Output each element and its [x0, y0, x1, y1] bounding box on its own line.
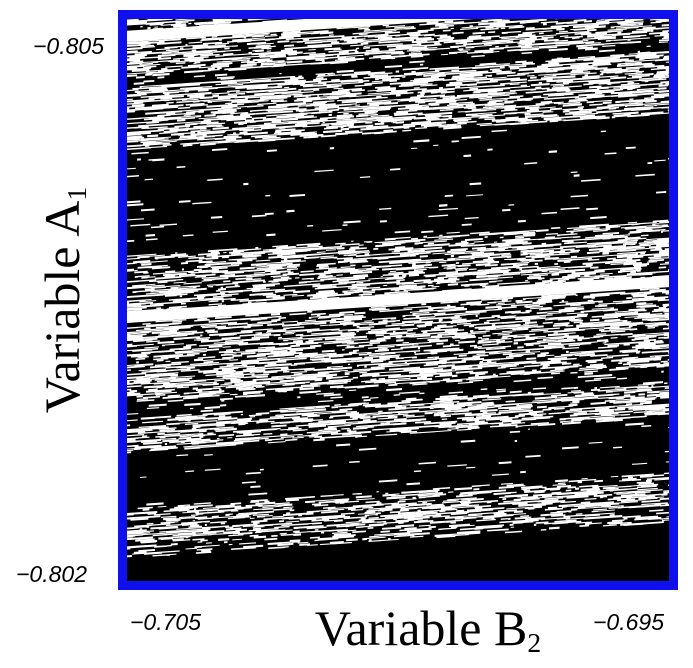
band-speckle — [127, 287, 669, 402]
band-speckle — [127, 471, 669, 521]
x-tick-label: −0.705 — [130, 609, 201, 635]
y-tick-label: −0.805 — [33, 33, 104, 59]
band-speckle — [127, 383, 669, 454]
y-tick-label: −0.802 — [16, 561, 87, 587]
y-axis-label-text: Variable A — [34, 200, 90, 414]
band — [133, 41, 668, 85]
band — [127, 275, 669, 324]
band-layer — [127, 19, 669, 558]
band-speckle — [127, 19, 669, 77]
band-speckle — [127, 50, 669, 151]
x-axis-label-subscript: 2 — [527, 626, 542, 658]
y-axis-label-subscript: 1 — [60, 186, 92, 201]
band — [127, 19, 475, 43]
plot-area — [118, 10, 678, 590]
band — [127, 50, 669, 151]
basin-map — [127, 19, 669, 581]
band — [127, 487, 669, 541]
band — [127, 19, 669, 77]
x-axis-label: Variable B2 — [315, 599, 541, 657]
band — [127, 219, 669, 313]
band — [127, 471, 669, 521]
band-speckle — [127, 487, 669, 541]
band — [127, 504, 669, 558]
y-axis-label: Variable A1 — [33, 186, 92, 414]
band — [127, 287, 669, 402]
x-tick-label: −0.695 — [593, 609, 664, 635]
band-speckle — [127, 504, 669, 558]
band-speckle — [133, 41, 668, 85]
band-speckle — [127, 219, 669, 313]
x-axis-label-text: Variable B — [314, 600, 528, 656]
band — [127, 383, 669, 454]
